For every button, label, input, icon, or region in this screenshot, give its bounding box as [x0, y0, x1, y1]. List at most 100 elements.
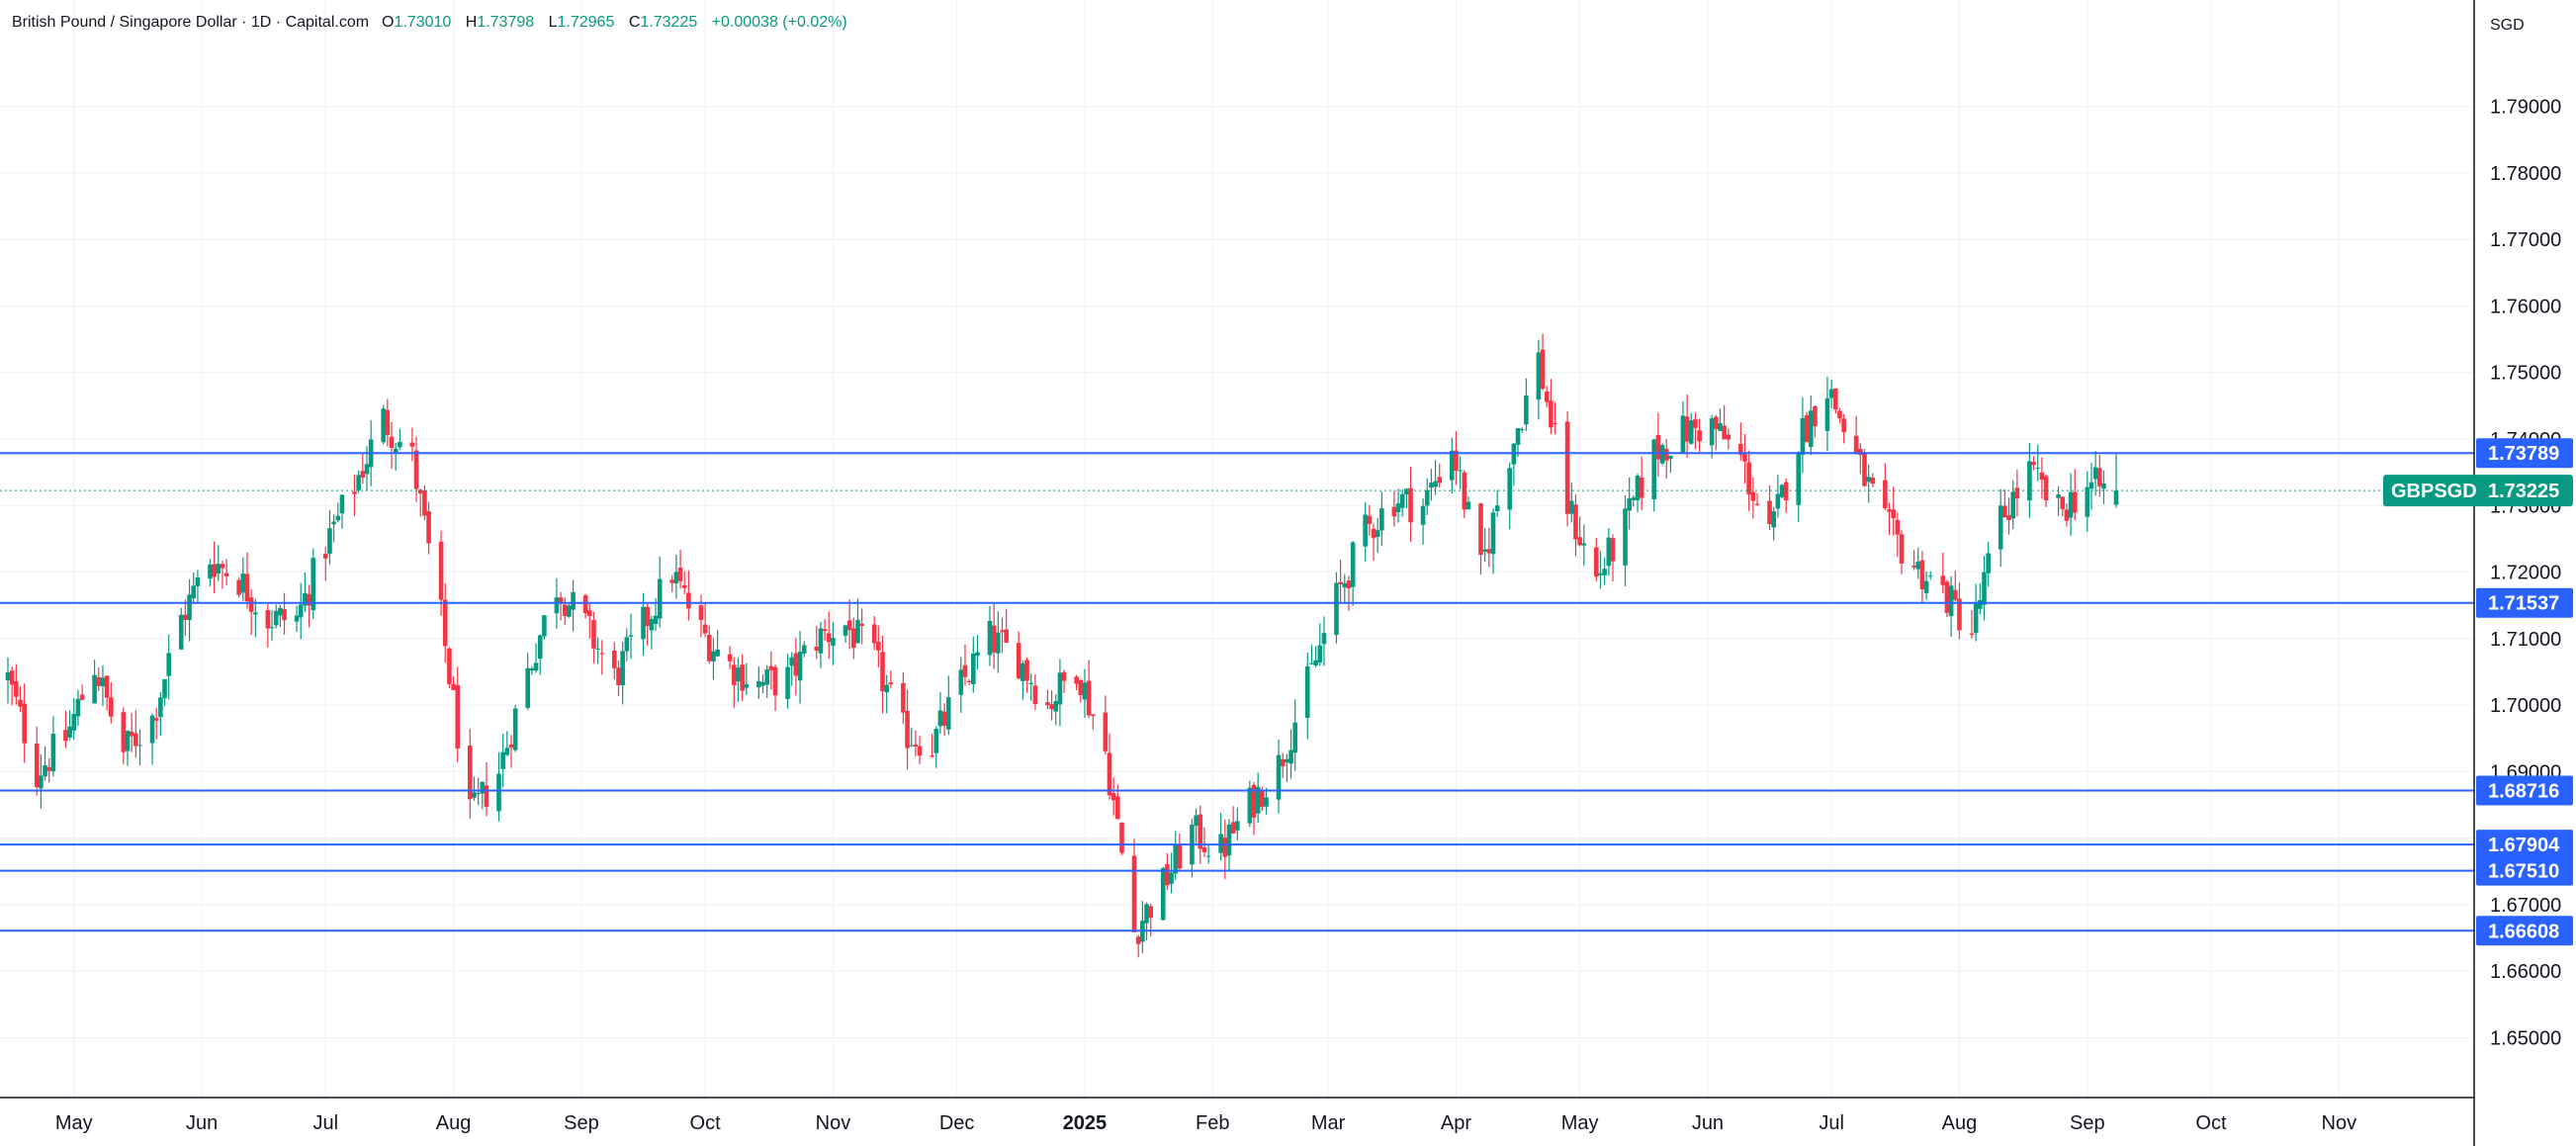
candle-up [657, 556, 663, 628]
candle-down [1454, 431, 1459, 485]
candle-body [1103, 712, 1109, 751]
candle-up [1288, 729, 1293, 779]
level-tag-bg [2476, 855, 2573, 886]
candle-body [1205, 855, 1211, 857]
candle-body [917, 746, 923, 756]
candle-body [571, 591, 576, 610]
candle-body [715, 649, 720, 657]
candle-body [1540, 349, 1546, 390]
candle-body [1623, 508, 1628, 566]
candle-up [1028, 673, 1034, 701]
candle-body [1940, 575, 1946, 585]
candle-body [1391, 506, 1397, 517]
candle-body [1969, 633, 1975, 635]
candle-up [335, 502, 341, 523]
time-tick-label: Mar [1311, 1112, 1346, 1134]
candle-body [1107, 752, 1112, 796]
candle-body [1255, 786, 1261, 814]
candle-body [153, 718, 159, 721]
candle-up [208, 559, 213, 586]
candle-up [789, 652, 795, 686]
candle-body [1061, 671, 1067, 681]
candle-body [1334, 582, 1339, 636]
candle-down [1391, 490, 1397, 527]
candle-body [855, 620, 860, 644]
candle-body [137, 745, 142, 747]
candle-body [941, 711, 947, 726]
candle-body [1742, 453, 1747, 462]
candle-up [1866, 464, 1871, 503]
candle-up [1973, 583, 1979, 642]
candle-body [133, 733, 138, 747]
candle-up [2035, 444, 2041, 482]
candle-up [1519, 427, 1525, 433]
level-tag-label: 1.68716 [2488, 780, 2559, 802]
candle-body [641, 606, 646, 640]
candle-down [1841, 413, 1846, 444]
low-label: L [549, 14, 558, 31]
candle-body [1915, 561, 1921, 570]
candle-down [962, 644, 968, 686]
candle-body [1247, 787, 1253, 824]
candle-down [913, 730, 919, 756]
candle-body [901, 682, 906, 713]
candle-body [1086, 680, 1092, 716]
candle-down [22, 683, 27, 763]
candle-up [1449, 437, 1455, 493]
candle-up [1998, 488, 2003, 568]
candle-up [1379, 491, 1384, 547]
candle-body [1808, 410, 1814, 447]
candle-body [2092, 467, 2098, 480]
candle-body [768, 665, 774, 670]
candle-body [216, 564, 222, 574]
level-tag-bg [2476, 438, 2573, 469]
candle-down [1090, 713, 1096, 730]
candle-body [814, 646, 820, 652]
candle-down [1577, 516, 1582, 547]
candle-up [843, 625, 848, 644]
symbol-price-tag: GBPSGD 1.73225 [2383, 475, 2573, 507]
candle-up [398, 428, 402, 451]
candle-body [1482, 549, 1487, 552]
candle-down [1883, 463, 1888, 510]
candle-up [393, 442, 399, 472]
candle-down [248, 588, 254, 636]
candle-up [785, 654, 790, 709]
candle-up [1285, 753, 1289, 783]
candle-body [417, 489, 423, 494]
candle-body [223, 573, 229, 576]
candle-body [2101, 483, 2106, 489]
candle-body [1697, 430, 1702, 442]
candle-up [1255, 772, 1261, 824]
candle-body [5, 671, 11, 681]
candle-body [764, 669, 769, 685]
candle-up [1190, 819, 1195, 878]
candle-down [1594, 538, 1599, 581]
candle-body [442, 599, 448, 647]
candle-up [1404, 487, 1409, 509]
candle-down [1899, 530, 1905, 574]
candle-down [1061, 669, 1067, 693]
candle-body [1433, 481, 1438, 487]
candle-down [1553, 401, 1557, 435]
candle-body [187, 594, 192, 621]
candle-body [1490, 512, 1496, 555]
candle-body [282, 609, 287, 621]
candle-down [1000, 617, 1005, 654]
candle-body [1144, 904, 1149, 924]
candle-up [294, 605, 300, 632]
candle-down [223, 559, 229, 586]
candle-body [39, 775, 44, 789]
candle-body [711, 651, 716, 661]
candle-body [1115, 796, 1120, 820]
candle-down [1032, 674, 1038, 711]
candle-down [2060, 496, 2066, 517]
candle-body [1024, 660, 1029, 681]
candle-body [1404, 488, 1409, 495]
candle-up [504, 731, 510, 756]
candle-body [1919, 560, 1925, 589]
candle-body [322, 554, 328, 559]
candle-body [756, 680, 761, 688]
